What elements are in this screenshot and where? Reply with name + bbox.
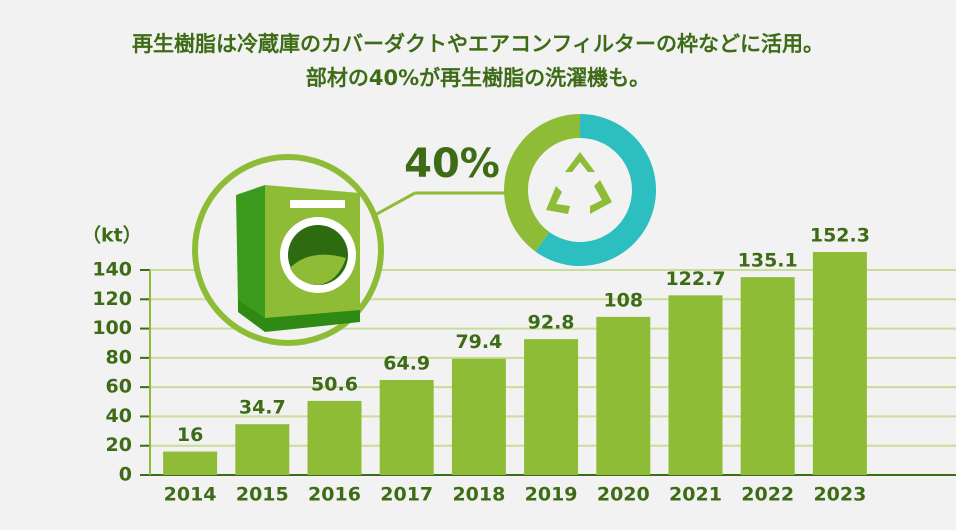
y-tick-label: 140 <box>92 259 132 281</box>
bar <box>451 358 506 475</box>
bar <box>740 277 795 475</box>
value-label: 92.8 <box>528 312 575 334</box>
value-label: 34.7 <box>239 397 286 419</box>
x-tick-label: 2016 <box>308 484 361 506</box>
y-unit: （kt） <box>82 224 142 247</box>
washer-side <box>236 185 265 330</box>
washer-illustration <box>192 154 508 346</box>
bar <box>307 400 362 475</box>
x-tick-label: 2022 <box>741 484 794 506</box>
x-tick-label: 2021 <box>669 484 722 506</box>
value-label: 16 <box>177 424 203 446</box>
value-label: 108 <box>603 289 643 311</box>
bar <box>596 316 651 475</box>
y-tick-label: 0 <box>119 464 132 486</box>
x-tick-label: 2018 <box>452 484 505 506</box>
recycle-arrow <box>565 152 595 172</box>
value-label: 152.3 <box>810 224 870 246</box>
recycle-arrow <box>546 186 570 214</box>
connector <box>374 191 416 217</box>
y-tick-label: 20 <box>106 434 132 456</box>
donut: 40% <box>404 114 656 267</box>
x-tick-label: 2014 <box>164 484 217 506</box>
x-tick-label: 2019 <box>525 484 578 506</box>
y-tick-label: 60 <box>106 376 132 398</box>
bar <box>235 424 290 475</box>
x-tick-label: 2020 <box>597 484 650 506</box>
value-label: 79.4 <box>455 331 502 353</box>
y-tick-label: 100 <box>92 317 132 339</box>
bar <box>524 339 579 475</box>
chart-title: 再生樹脂は冷蔵庫のカバーダクトやエアコンフィルターの枠などに活用。 <box>132 32 824 56</box>
x-tick-label: 2017 <box>380 484 433 506</box>
donut-rest <box>535 114 656 267</box>
bar <box>812 251 867 475</box>
y-tick-label: 120 <box>92 288 132 310</box>
chart-subtitle: 部材の40%が再生樹脂の洗濯機も。 <box>306 66 650 90</box>
x-tick-label: 2023 <box>813 484 866 506</box>
recycle-icon <box>546 152 612 214</box>
value-label: 122.7 <box>665 268 725 290</box>
recycle-arrow <box>590 180 612 214</box>
x-tick-label: 2015 <box>236 484 289 506</box>
y-tick-label: 40 <box>106 405 132 427</box>
bar <box>163 451 218 475</box>
donut-label: 40% <box>404 141 500 187</box>
washer-panel <box>290 200 345 208</box>
value-label: 64.9 <box>383 352 430 374</box>
bar <box>668 295 723 475</box>
value-label: 135.1 <box>738 250 798 272</box>
bar <box>379 379 434 475</box>
y-tick-label: 80 <box>106 346 132 368</box>
value-label: 50.6 <box>311 373 358 395</box>
bars: 2014 16 2015 34.7 2016 50.6 2017 64.9 2018 79.4 20… <box>163 224 870 506</box>
donut-segment <box>504 114 580 252</box>
washer-water <box>290 254 346 285</box>
washer-base <box>238 300 360 332</box>
